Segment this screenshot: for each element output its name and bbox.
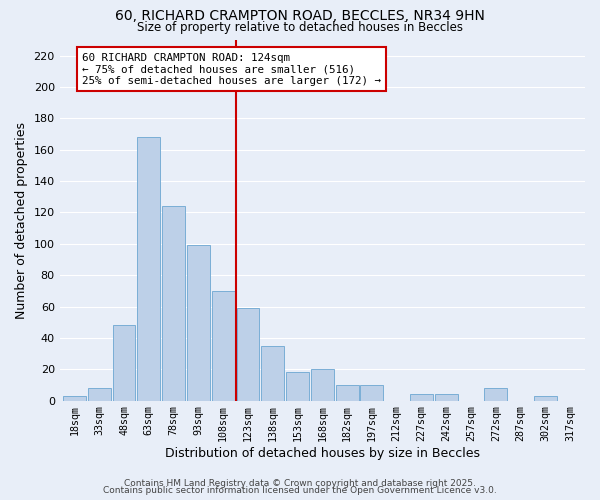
Text: 60, RICHARD CRAMPTON ROAD, BECCLES, NR34 9HN: 60, RICHARD CRAMPTON ROAD, BECCLES, NR34… [115,9,485,23]
Bar [236,308,259,400]
Bar [262,346,284,401]
Bar [63,396,86,400]
Bar [212,291,235,401]
Bar [113,326,136,400]
Bar [286,372,309,400]
Bar [336,385,359,400]
Bar [187,246,210,400]
Bar [484,388,507,400]
Text: Contains public sector information licensed under the Open Government Licence v3: Contains public sector information licen… [103,486,497,495]
Bar [311,369,334,400]
Bar [361,385,383,400]
Y-axis label: Number of detached properties: Number of detached properties [15,122,28,319]
Bar [534,396,557,400]
X-axis label: Distribution of detached houses by size in Beccles: Distribution of detached houses by size … [165,447,480,460]
Text: Size of property relative to detached houses in Beccles: Size of property relative to detached ho… [137,21,463,34]
Bar [137,137,160,400]
Text: 60 RICHARD CRAMPTON ROAD: 124sqm
← 75% of detached houses are smaller (516)
25% : 60 RICHARD CRAMPTON ROAD: 124sqm ← 75% o… [82,52,381,86]
Bar [410,394,433,400]
Text: Contains HM Land Registry data © Crown copyright and database right 2025.: Contains HM Land Registry data © Crown c… [124,478,476,488]
Bar [435,394,458,400]
Bar [162,206,185,400]
Bar [88,388,111,400]
